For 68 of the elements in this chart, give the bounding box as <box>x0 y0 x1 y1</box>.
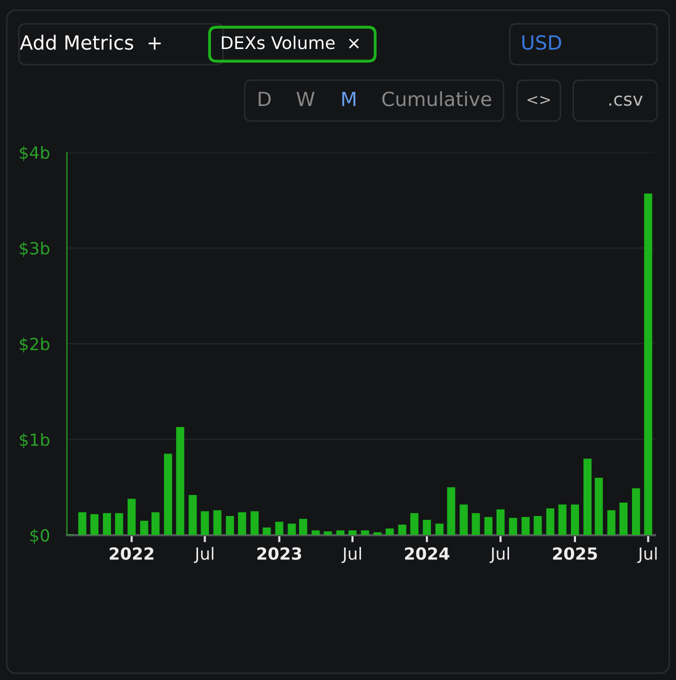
bar <box>484 516 492 536</box>
bar <box>410 513 418 536</box>
x-tick-label: 2022 <box>110 547 154 560</box>
bar <box>583 458 592 536</box>
bar <box>496 509 505 536</box>
bar <box>250 511 259 536</box>
y-tick-label: $1b <box>20 433 50 448</box>
bar <box>324 531 332 536</box>
bar <box>472 513 480 536</box>
bar <box>422 520 431 536</box>
x-tick-label: 2023 <box>257 547 302 560</box>
y-tick-label: $4b <box>20 146 50 162</box>
text: DEXs Volume × <box>222 36 359 50</box>
bar <box>386 528 394 536</box>
bar <box>348 530 357 536</box>
text: W <box>296 92 315 106</box>
bar <box>447 487 456 536</box>
text: .csv <box>609 96 643 106</box>
y-tick-label: $2b <box>20 337 50 353</box>
bar <box>534 516 542 536</box>
bar <box>360 530 370 536</box>
bar <box>644 193 652 536</box>
bar <box>128 498 136 536</box>
bar <box>594 478 603 536</box>
bar <box>570 504 579 536</box>
bar <box>336 530 344 536</box>
bar <box>164 454 172 536</box>
bar <box>115 513 124 536</box>
text: Cumulative <box>382 91 492 106</box>
text: USD <box>522 35 562 50</box>
bar <box>522 516 530 536</box>
bar <box>188 494 197 536</box>
bar <box>509 518 518 536</box>
x-tick-label: Jul <box>637 546 657 563</box>
bar <box>226 516 234 536</box>
bar <box>435 524 444 536</box>
bar <box>262 528 271 536</box>
bar <box>299 518 308 536</box>
bar <box>176 427 184 536</box>
x-tick-label: 2025 <box>553 547 597 560</box>
x-tick-label: Jul <box>490 546 510 563</box>
text: D <box>258 92 271 106</box>
bar <box>78 512 86 536</box>
bar <box>607 510 616 536</box>
bar <box>213 510 222 536</box>
bar <box>398 524 406 536</box>
y-tick-label: $3b <box>20 242 50 257</box>
bar <box>632 488 640 536</box>
bar <box>140 520 148 536</box>
bar <box>460 504 468 536</box>
bar <box>90 514 98 536</box>
x-tick-label: 2024 <box>405 547 450 560</box>
bar <box>619 502 628 536</box>
bar <box>546 508 554 536</box>
text: Add Metrics + <box>20 34 161 50</box>
bar <box>558 504 566 536</box>
y-tick-label: $0 <box>30 528 50 544</box>
text: <> <box>528 96 550 104</box>
text: M <box>342 92 356 106</box>
bar <box>275 522 284 536</box>
x-tick-label: Jul <box>194 546 214 563</box>
bar <box>288 524 296 536</box>
bar <box>200 511 209 536</box>
bar <box>312 530 320 536</box>
bar <box>102 513 112 536</box>
bar <box>238 512 246 536</box>
bar <box>151 512 160 536</box>
x-tick-label: Jul <box>342 546 361 563</box>
